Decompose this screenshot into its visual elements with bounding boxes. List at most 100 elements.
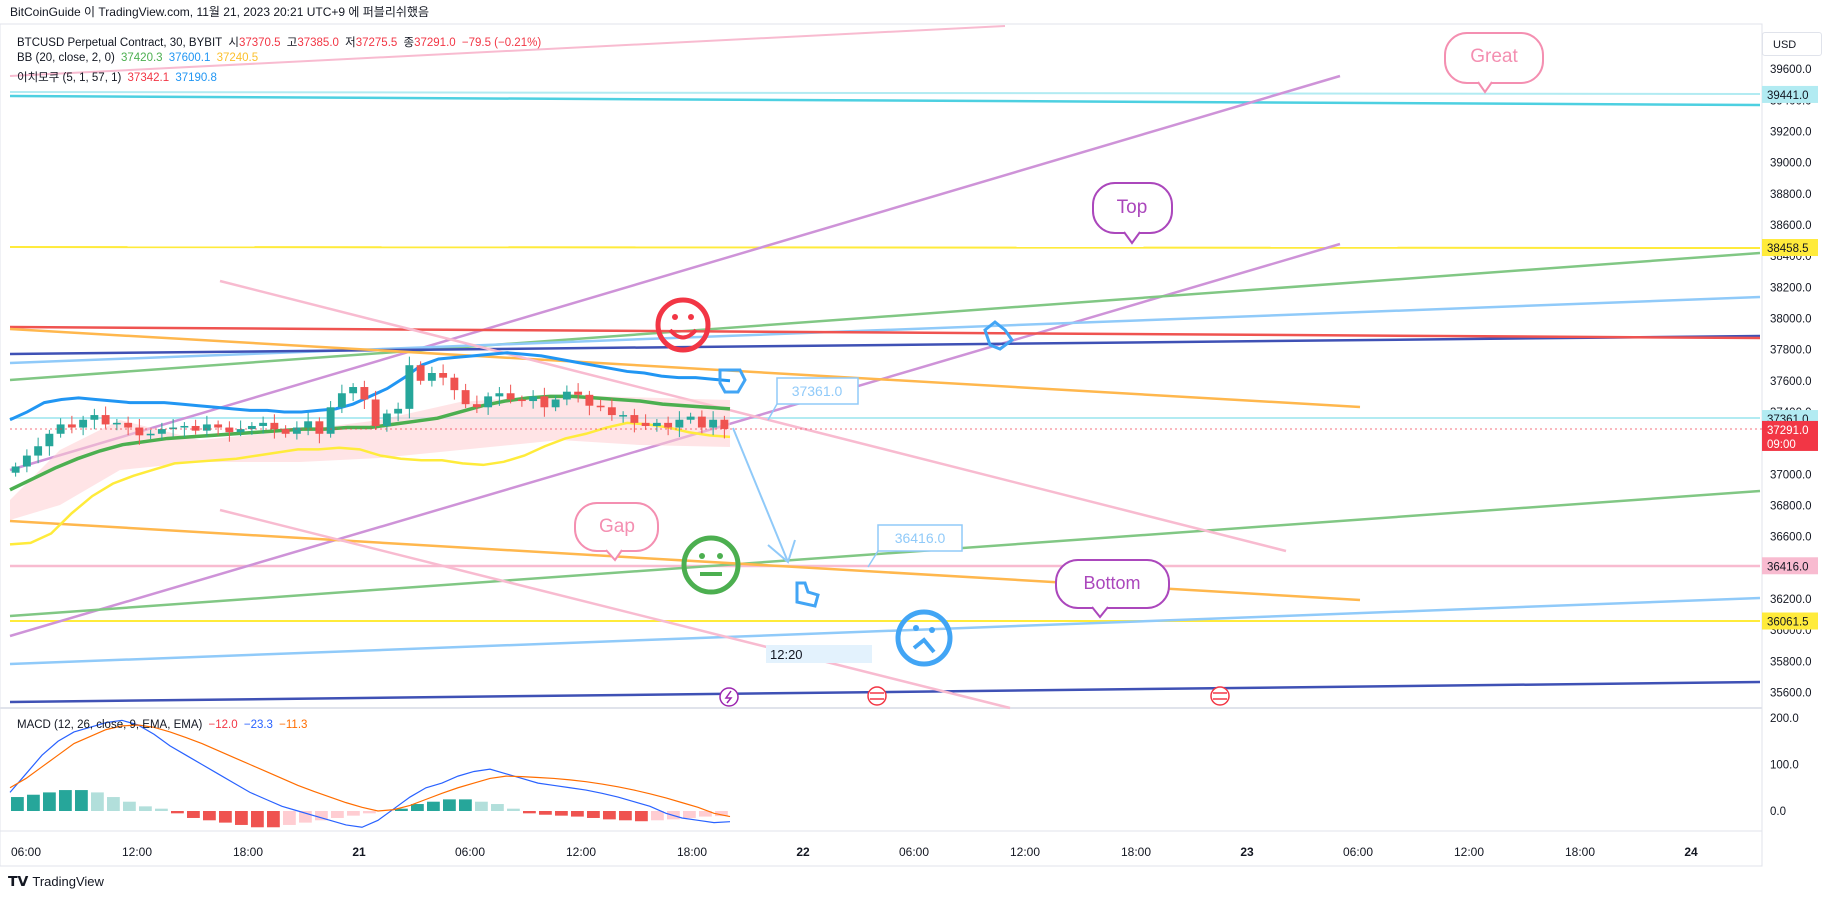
drawings-layer [9,25,1761,710]
label-36416-box[interactable]: 36416.0 [867,524,963,568]
macd-histogram-bar [427,801,440,811]
hand-pointer-icon[interactable] [795,581,820,608]
trendline-green-2[interactable] [9,489,1761,618]
level-39441-light[interactable] [9,91,1761,95]
candle-body [562,391,571,400]
candle-body [214,424,223,428]
event-lightning-icon[interactable] [719,687,739,707]
time-tick-label: 18:00 [1121,845,1151,859]
currency-label: USD [1773,39,1797,51]
smile-icon[interactable] [655,297,711,353]
publish-header: BitCoinGuide 이 TradingView.com, 11월 21, … [0,0,1835,24]
trendline-pink-2[interactable] [219,508,1011,710]
time-axis[interactable]: 06:00 12:00 18:00 21 06:00 12:00 18:00 22 06:00 1… [11,845,1698,859]
candle-body [67,424,76,428]
candle-body [427,373,436,381]
price-tick-label: 36800.0 [1770,500,1812,512]
currency-selector[interactable]: USD [1762,32,1822,56]
time-tick-label: 18:00 [677,845,707,859]
macd-line-value: −23.3 [243,719,273,731]
callout-bottom-text: Bottom [1083,573,1140,593]
ohlc-high-label: 고 [286,37,298,49]
bb-upper-line [9,351,731,422]
macd-histogram-bar [363,811,376,814]
hand-pointer-icon[interactable] [718,368,747,394]
bb-legend[interactable]: BB (20, close, 2, 0) 37420.3 37600.1 372… [17,52,261,64]
trendline-blue-2[interactable] [9,596,1761,666]
trendline-pink-1[interactable] [219,279,1287,553]
trendline-blue-1[interactable] [9,295,1761,365]
candle-body [169,427,178,430]
projection-arrow [732,427,789,563]
hand-pointer-icon[interactable] [983,320,1015,351]
label-37361-box[interactable]: 37361.0 [767,377,859,421]
publish-header-text: BitCoinGuide 이 TradingView.com, 11월 21, … [10,5,429,19]
candle-body [394,408,403,414]
projection-arrowhead [767,539,796,564]
time-tick-label: 12:00 [566,845,596,859]
candle-body [124,422,133,428]
ichimoku-cloud [10,395,730,520]
candle-body [664,422,673,428]
price-tick-label: 39200.0 [1770,126,1812,138]
trendline-navy-1[interactable] [9,334,1761,356]
event-us-flag-icon[interactable] [867,686,887,706]
candle-body [225,427,234,433]
candle-body [675,419,684,428]
macd-legend[interactable]: MACD (12, 26, close, 9, EMA, EMA) −12.0 … [17,719,310,731]
time-tick-label: 23 [1240,845,1254,859]
brand-name: TradingView [32,874,104,889]
callout-bottom[interactable]: Bottom [1055,559,1170,619]
candle-body [686,416,695,420]
price-axis[interactable]: 35600.035800.036000.036200.036400.036600… [1770,64,1812,699]
price-tick-label: 38800.0 [1770,189,1812,201]
trendline-orange-1[interactable] [9,327,1361,409]
neutral-face-icon[interactable] [681,535,741,595]
candle-body [506,393,515,400]
event-us-flag-icon[interactable] [1210,686,1230,706]
macd-histogram-bar [491,804,504,811]
bb-label: BB (20, close, 2, 0) [17,52,115,64]
label-37361-text: 37361.0 [792,383,843,399]
candle-body [112,422,121,425]
trendline-pink-top[interactable] [9,25,1006,77]
price-tick-label: 37800.0 [1770,345,1812,357]
macd-histogram-bar [635,811,648,822]
candle-body [79,419,88,428]
macd-tick-label: 100.0 [1770,760,1799,772]
time-tick-label: 24 [1684,845,1698,859]
candle-body [360,387,369,400]
trendline-red[interactable] [9,325,1761,340]
level-38458[interactable] [9,246,1761,249]
macd-histogram-bar [299,811,312,823]
callout-top[interactable]: Top [1092,182,1173,245]
macd-histogram-bar [411,804,424,811]
macd-histogram-bar [331,811,344,818]
confused-face-icon[interactable] [895,609,953,667]
tradingview-footer[interactable]: 𝗧𝗩 TradingView [8,873,104,890]
callout-gap[interactable]: Gap [574,502,659,562]
trendline-green-1[interactable] [9,251,1761,382]
price-tick-label: 35600.0 [1770,687,1812,699]
macd-pane[interactable] [9,719,731,828]
macd-tick-label: 0.0 [1770,806,1786,818]
macd-histogram-bar [523,811,536,814]
ohlc-open-label: 시 [228,37,239,49]
callout-great[interactable]: Great [1444,32,1544,94]
level-39441[interactable] [9,94,1761,107]
candle-body [607,407,616,416]
candle-body [416,365,425,381]
ichimoku-value-1: 37342.1 [127,72,170,84]
candle-body [281,429,290,434]
symbol-legend[interactable]: BTCUSD Perpetual Contract, 30, BYBIT 시37… [17,34,544,50]
macd-histogram-bar [107,797,120,811]
ohlc-high: 37385.0 [297,37,339,49]
macd-line [9,719,731,828]
candle-body [439,373,448,378]
ohlc-close: 37291.0 [414,37,456,49]
candle-body [720,419,729,429]
trendline-purple-1[interactable] [9,74,1341,472]
ichimoku-legend[interactable]: 이치모쿠 (5, 1, 57, 1) 37342.1 37190.8 [17,69,220,85]
bb-upper-value: 37600.1 [168,52,211,64]
